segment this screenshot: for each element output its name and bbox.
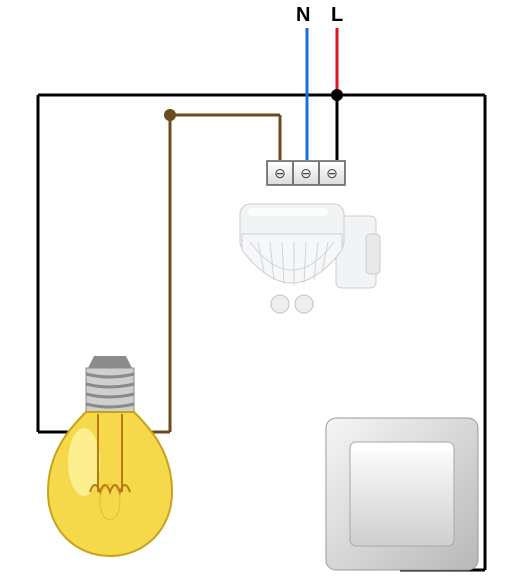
wiring-diagram: N L ⊖ ⊖ ⊖ [0, 0, 522, 585]
terminal-3: ⊖ [319, 161, 345, 185]
wall-switch [322, 414, 482, 574]
terminal-2: ⊖ [293, 161, 319, 185]
pir-motion-sensor [218, 186, 388, 336]
terminal-1: ⊖ [267, 161, 293, 185]
light-bulb-icon [40, 352, 180, 562]
terminal-block: ⊖ ⊖ ⊖ [266, 160, 346, 186]
